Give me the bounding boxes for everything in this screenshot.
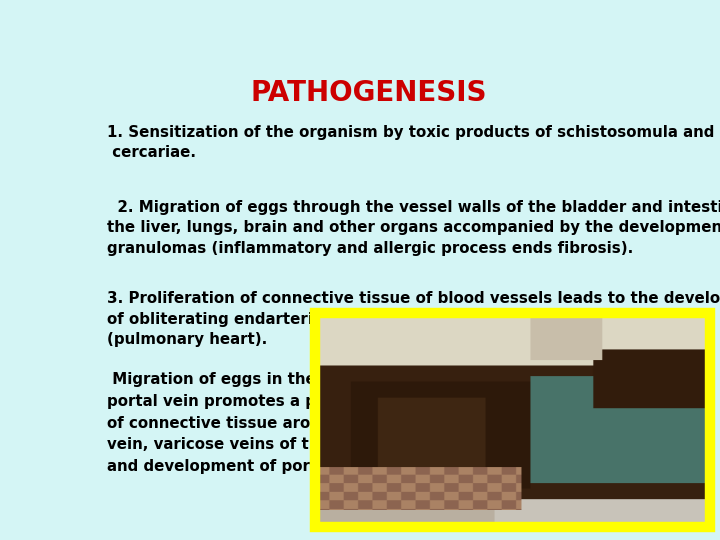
- Text: 3. Proliferation of connective tissue of blood vessels leads to the development
: 3. Proliferation of connective tissue of…: [107, 292, 720, 347]
- Text: 2. Migration of eggs through the vessel walls of the bladder and intestine, in
t: 2. Migration of eggs through the vessel …: [107, 200, 720, 256]
- Text: Migration of eggs in the system of
portal vein promotes a proliferation
of conne: Migration of eggs in the system of porta…: [107, 373, 449, 474]
- Text: 1. Sensitization of the organism by toxic products of schistosomula and
 cercari: 1. Sensitization of the organism by toxi…: [107, 125, 714, 160]
- Text: PATHOGENESIS: PATHOGENESIS: [251, 79, 487, 107]
